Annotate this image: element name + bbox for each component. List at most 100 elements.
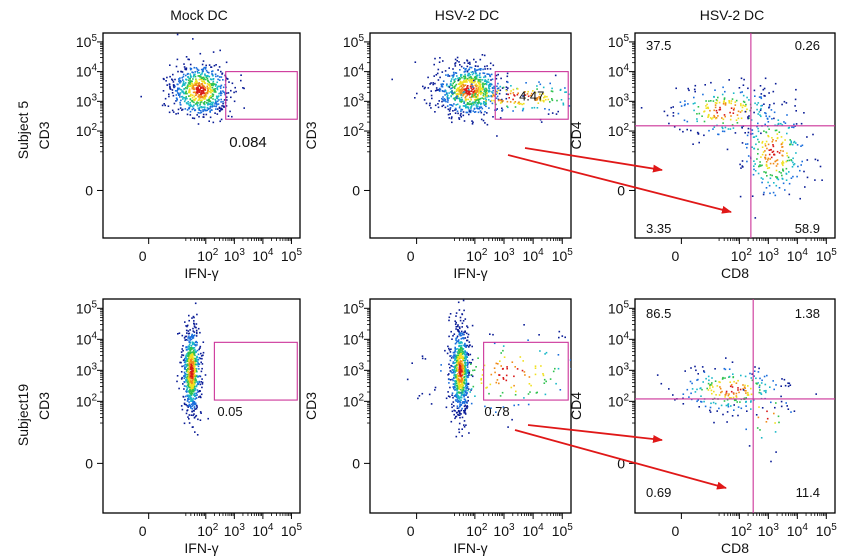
event-dot <box>186 346 188 348</box>
event-dot <box>181 71 184 73</box>
event-dot <box>182 359 185 362</box>
event-dot <box>202 87 204 89</box>
event-dot <box>190 397 192 399</box>
event-dot <box>454 355 456 357</box>
event-dot <box>453 377 455 380</box>
event-dot <box>451 403 453 406</box>
event-dot <box>202 70 204 73</box>
event-dot <box>728 393 730 395</box>
event-dot <box>774 194 777 197</box>
event-dot <box>765 391 767 394</box>
event-dot <box>199 99 202 102</box>
event-dot <box>206 106 209 109</box>
event-dot <box>453 354 455 357</box>
event-dot <box>219 49 221 52</box>
event-dot <box>439 76 441 79</box>
x-axis-label: IFN-γ <box>184 540 218 556</box>
event-dot <box>471 96 473 98</box>
event-dot <box>193 364 196 367</box>
event-dot <box>421 392 424 395</box>
event-dot <box>445 90 447 92</box>
event-dot <box>534 99 537 101</box>
event-dot <box>194 387 196 390</box>
event-dot <box>464 412 467 414</box>
event-dot <box>187 377 189 379</box>
event-dot <box>527 403 530 406</box>
event-dot <box>747 127 750 130</box>
event-dot <box>201 367 203 370</box>
event-dot <box>466 94 468 97</box>
event-dot <box>454 365 457 367</box>
event-dot <box>776 150 779 153</box>
event-dot <box>201 63 204 66</box>
event-dot <box>454 366 457 368</box>
event-dot <box>190 403 193 406</box>
event-dot <box>788 171 790 173</box>
event-dot <box>459 360 462 362</box>
event-dot <box>748 115 750 117</box>
event-dot <box>225 105 228 107</box>
event-dot <box>734 132 737 134</box>
event-dot <box>449 113 451 115</box>
event-dot <box>180 70 183 73</box>
event-dot <box>447 73 449 76</box>
event-dot <box>186 324 189 327</box>
event-dot <box>732 92 735 94</box>
event-dot <box>485 100 487 102</box>
event-dot <box>478 92 480 94</box>
y-tick-label: 0 <box>85 182 93 198</box>
event-dot <box>472 92 475 95</box>
event-dot <box>431 97 433 100</box>
event-dot <box>463 381 465 383</box>
x-tick-label: 103 <box>493 247 515 264</box>
event-dot <box>555 113 558 115</box>
event-dot <box>568 105 571 107</box>
event-dot <box>734 101 737 103</box>
event-dot <box>211 70 213 73</box>
event-dot <box>485 387 487 389</box>
event-dot <box>447 395 450 397</box>
event-dot <box>549 378 552 380</box>
event-dot <box>196 349 199 352</box>
event-dot <box>479 68 481 70</box>
event-dot <box>187 348 189 350</box>
event-dot <box>184 363 186 366</box>
event-dot <box>687 87 689 90</box>
event-dot <box>481 97 483 99</box>
event-dot <box>716 410 718 412</box>
event-dot <box>481 374 484 376</box>
event-dot <box>454 109 456 111</box>
event-dot <box>737 406 740 408</box>
event-dot <box>462 94 464 97</box>
event-dot <box>753 147 755 150</box>
event-dot <box>470 402 473 405</box>
event-dot <box>196 90 199 93</box>
event-dot <box>683 119 686 122</box>
event-dot <box>463 102 465 104</box>
event-dot <box>587 364 589 366</box>
event-dot <box>209 107 212 109</box>
event-dot <box>195 329 198 332</box>
event-dot <box>458 118 461 120</box>
event-dot <box>701 366 704 368</box>
event-dot <box>514 106 517 108</box>
event-dot <box>453 374 455 376</box>
event-dot <box>463 101 466 104</box>
event-dot <box>456 389 458 392</box>
event-dot <box>711 382 713 384</box>
event-dot <box>189 63 192 66</box>
event-dot <box>536 107 539 109</box>
event-dot <box>452 86 454 89</box>
event-dot <box>216 88 219 91</box>
event-dot <box>437 68 440 71</box>
event-dot <box>546 95 548 98</box>
event-dot <box>459 403 462 406</box>
event-dot <box>451 87 453 90</box>
event-dot <box>167 105 170 107</box>
event-dot <box>204 73 206 75</box>
event-dot <box>780 136 783 138</box>
event-dot <box>780 385 782 387</box>
event-dot <box>489 83 491 85</box>
event-dot <box>186 373 189 376</box>
